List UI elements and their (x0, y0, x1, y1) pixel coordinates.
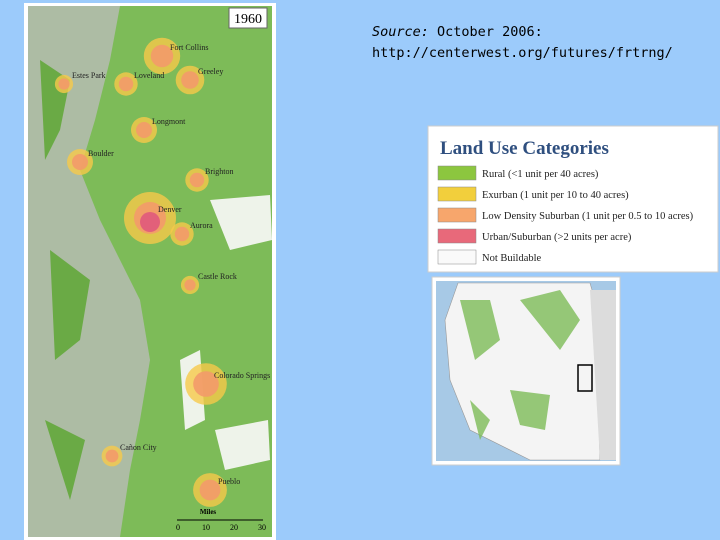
place-label: Loveland (134, 71, 164, 80)
place-label: Estes Park (72, 71, 106, 80)
source-line: Source: October 2006: (372, 22, 673, 43)
place-label: Castle Rock (198, 272, 237, 281)
legend-swatch (437, 186, 477, 202)
us-rural (460, 290, 580, 440)
urban-core (189, 172, 205, 188)
source-url: http://centerwest.org/futures/frtrng/ (372, 45, 673, 61)
urban-core (193, 371, 219, 397)
urban-core (199, 479, 221, 501)
urban-core (58, 78, 70, 90)
scale-tick-label: 10 (202, 523, 210, 532)
legend-label: Low Density Suburban (1 unit per 0.5 to … (482, 211, 694, 222)
source-label: Source: (372, 24, 429, 40)
legend-title: Land Use Categories (440, 138, 609, 159)
urban-core (136, 122, 152, 138)
scale-tick-label: 30 (258, 523, 266, 532)
scale-tick-label: 20 (230, 523, 238, 532)
urban-core (150, 44, 174, 68)
places: Fort Collins Estes Park Loveland Greeley Lon… (54, 37, 270, 507)
study-area (577, 364, 593, 392)
place-label: Colorado Springs (214, 371, 270, 380)
place-label: Boulder (88, 149, 114, 158)
legend-swatch (437, 228, 477, 244)
legend-swatch (437, 165, 477, 181)
us-east (590, 290, 616, 460)
scale-title: Miles (200, 508, 217, 516)
place-label: Cañon City (120, 443, 157, 452)
place-label: Longmont (152, 117, 186, 126)
place-label: Greeley (198, 67, 223, 76)
year-box (228, 7, 268, 29)
legend-label: Exurban (1 unit per 10 to 40 acres) (482, 190, 629, 201)
urban-core (105, 449, 119, 463)
legend-label: Urban/Suburban (>2 units per acre) (482, 232, 632, 243)
legend-swatch (437, 249, 477, 265)
place-label: Fort Collins (170, 43, 208, 52)
mountains (28, 6, 150, 537)
place-label: Brighton (205, 167, 233, 176)
urban-center (140, 212, 160, 232)
source-text: October 2006: (437, 24, 543, 40)
legend-label: Rural (<1 unit per 40 acres) (482, 169, 599, 180)
source-note: Source: October 2006: http://centerwest.… (372, 22, 673, 64)
urban-core (174, 226, 190, 242)
urban-core (184, 279, 196, 291)
legend-box (427, 125, 719, 273)
scale-tick-label: 0 (176, 523, 180, 532)
place-label: Denver (158, 205, 182, 214)
legend-label: Not Buildable (482, 253, 542, 264)
legend-swatch (437, 207, 477, 223)
urban-core (72, 154, 88, 170)
place-label: Aurora (190, 221, 213, 230)
place-label: Pueblo (218, 477, 240, 486)
year: 1960 (234, 12, 262, 27)
urban-core (181, 71, 199, 89)
scale: 0 10 20 30 (176, 523, 266, 532)
forest (40, 60, 90, 500)
legend: Rural (<1 unit per 40 acres) Exurban (1 u… (437, 165, 694, 265)
urban-core (118, 76, 134, 92)
